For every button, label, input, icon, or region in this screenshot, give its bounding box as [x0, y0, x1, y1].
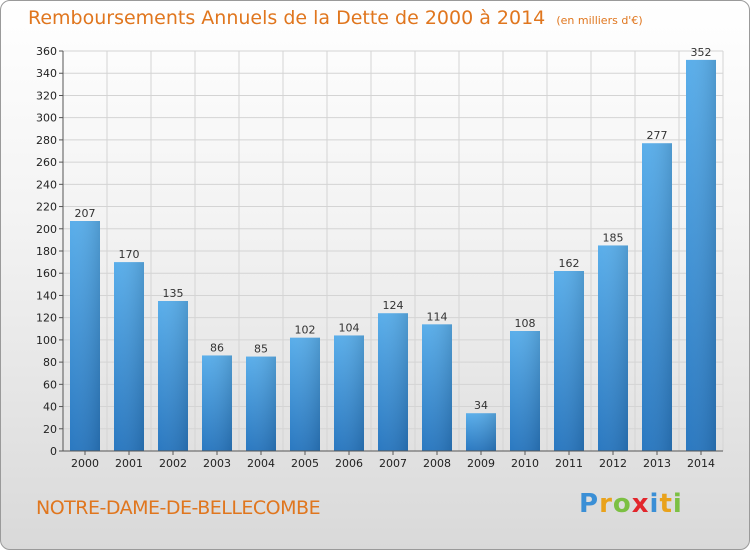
data-label-2012: 185 [603, 231, 624, 244]
logo-letter: i [672, 489, 683, 519]
bar-shade-2002 [158, 301, 188, 451]
x-tick-label: 2003 [203, 457, 231, 470]
logo-letter: P [579, 489, 600, 519]
y-tick-label: 60 [43, 378, 57, 391]
data-label-2011: 162 [559, 257, 580, 270]
y-tick-label: 320 [36, 89, 57, 102]
x-tick-label: 2005 [291, 457, 319, 470]
data-label-2002: 135 [163, 287, 184, 300]
bar-shade-2009 [466, 413, 496, 451]
bar-shade-2001 [114, 262, 144, 451]
x-tick-label: 2009 [467, 457, 495, 470]
bar-shade-2006 [334, 335, 364, 451]
x-tick-label: 2001 [115, 457, 143, 470]
data-label-2010: 108 [515, 317, 536, 330]
x-tick-label: 2002 [159, 457, 187, 470]
data-label-2009: 34 [474, 399, 488, 412]
bar-shade-2014 [686, 59, 716, 452]
bars: 207 170 135 86 85 102 104 124 114 34 108 162 185 277 3… [70, 46, 716, 452]
chart-title-group: Remboursements Annuels de la Dette de 20… [28, 7, 643, 29]
chart-title: Remboursements Annuels de la Dette de 20… [28, 7, 546, 29]
logo-letter: i [649, 489, 660, 519]
y-tick-label: 220 [36, 201, 57, 214]
x-tick-label: 2014 [687, 457, 715, 470]
data-label-2006: 104 [339, 321, 360, 334]
x-tick-label: 2011 [555, 457, 583, 470]
y-tick-label: 360 [36, 45, 57, 58]
bar-shade-2003 [202, 355, 232, 451]
data-label-2004: 85 [254, 343, 268, 356]
x-axis: 2000 2001 2002 2003 2004 2005 2006 2007 2008 2009… [63, 450, 723, 470]
x-tick-label: 2007 [379, 457, 407, 470]
bar-shade-2008 [422, 324, 452, 451]
data-label-2007: 124 [383, 299, 404, 312]
bar-shade-2012 [598, 245, 628, 451]
y-tick-label: 0 [50, 445, 57, 458]
y-tick-label: 340 [36, 67, 57, 80]
y-tick-label: 240 [36, 178, 57, 191]
data-label-2003: 86 [210, 341, 224, 354]
y-axis: 0 20 40 60 80 100 120 140 160 180 200 220 240 260 280 3… [36, 45, 64, 458]
y-tick-label: 40 [43, 401, 57, 414]
y-tick-label: 140 [36, 289, 57, 302]
y-tick-label: 200 [36, 223, 57, 236]
y-tick-label: 100 [36, 334, 57, 347]
x-tick-label: 2006 [335, 457, 363, 470]
y-tick-label: 80 [43, 356, 57, 369]
data-label-2000: 207 [75, 207, 96, 220]
y-tick-label: 260 [36, 156, 57, 169]
x-tick-label: 2013 [643, 457, 671, 470]
logo-letter: t [659, 489, 673, 519]
bar-shade-2004 [246, 356, 276, 451]
x-tick-label: 2012 [599, 457, 627, 470]
bar-shade-2010 [510, 331, 540, 451]
city-name: NOTRE-DAME-DE-BELLECOMBE [36, 497, 321, 519]
data-label-2005: 102 [295, 324, 316, 337]
x-tick-label: 2004 [247, 457, 275, 470]
data-label-2001: 170 [119, 248, 140, 261]
x-tick-label: 2010 [511, 457, 539, 470]
data-label-2014: 352 [691, 46, 712, 59]
y-tick-label: 160 [36, 267, 57, 280]
y-tick-label: 20 [43, 423, 57, 436]
logo-letter: o [612, 489, 632, 519]
bar-shade-2007 [378, 313, 408, 451]
chart-unit: (en milliers d'€) [556, 14, 643, 27]
y-tick-label: 120 [36, 312, 57, 325]
y-tick-label: 300 [36, 112, 57, 125]
data-label-2008: 114 [427, 310, 448, 323]
x-tick-label: 2000 [71, 457, 99, 470]
bar-shade-2011 [554, 271, 584, 451]
bar-shade-2005 [290, 337, 320, 451]
y-tick-label: 280 [36, 134, 57, 147]
proxiti-logo: Proxiti [579, 489, 683, 519]
data-label-2013: 277 [647, 129, 668, 142]
logo-letter: x [631, 489, 650, 519]
logo-letter: r [599, 489, 613, 519]
bar-shade-2000 [70, 221, 100, 451]
y-tick-label: 180 [36, 245, 57, 258]
x-tick-label: 2008 [423, 457, 451, 470]
bar-shade-2013 [642, 143, 672, 451]
